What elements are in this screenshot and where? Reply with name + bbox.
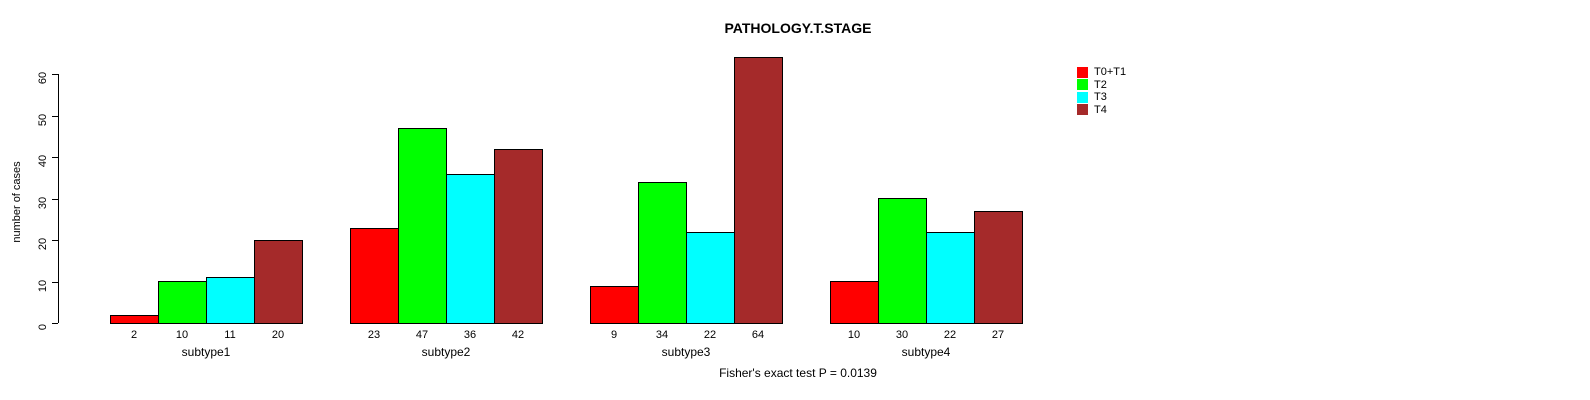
bar-value-label: 10	[847, 329, 861, 341]
category-label-subtype1: subtype1	[181, 345, 231, 359]
legend-swatch	[1077, 91, 1088, 103]
bar-subtype1-T4	[254, 240, 303, 324]
legend: T0+T1 T2 T3 T4	[1077, 66, 1126, 116]
legend-label: T4	[1094, 103, 1107, 116]
y-axis-tick	[52, 74, 58, 75]
bar-value-label: 36	[463, 329, 477, 341]
bar-value-label: 30	[895, 329, 909, 341]
bar-subtype2-T2	[398, 128, 447, 324]
legend-item-T0+T1: T0+T1	[1077, 66, 1126, 79]
bar-subtype3-T0+T1	[590, 286, 639, 324]
bar-value-label: 47	[415, 329, 429, 341]
bar-subtype2-T0+T1	[350, 228, 399, 324]
y-axis-line	[58, 74, 59, 323]
category-label-subtype2: subtype2	[421, 345, 471, 359]
bar-subtype1-T0+T1	[110, 315, 159, 324]
bar-subtype4-T2	[878, 198, 927, 324]
y-axis-tick	[52, 323, 58, 324]
bar-subtype1-T3	[206, 277, 255, 324]
legend-swatch	[1077, 104, 1088, 116]
legend-item-T4: T4	[1077, 104, 1126, 117]
chart-caption: Fisher's exact test P = 0.0139	[719, 366, 877, 380]
legend-label: T2	[1094, 78, 1107, 91]
bar-value-label: 64	[751, 329, 765, 341]
bar-value-label: 42	[511, 329, 525, 341]
chart-title: PATHOLOGY.T.STAGE	[724, 20, 872, 36]
bar-value-label: 10	[175, 329, 189, 341]
bar-value-label: 23	[367, 329, 381, 341]
category-label-subtype4: subtype4	[901, 345, 951, 359]
bar-value-label: 20	[271, 329, 285, 341]
bar-value-label: 11	[224, 329, 236, 341]
legend-swatch	[1077, 66, 1088, 78]
bar-subtype2-T3	[446, 174, 495, 324]
y-axis-tick	[52, 198, 58, 200]
bar-subtype4-T0+T1	[830, 281, 879, 324]
bar-value-label: 34	[655, 329, 669, 341]
y-axis-tick	[52, 281, 58, 283]
legend-item-T2: T2	[1077, 79, 1126, 92]
y-axis-tick	[52, 157, 58, 158]
bar-subtype3-T3	[686, 232, 735, 324]
bar-subtype1-T2	[158, 281, 207, 324]
y-axis-tick	[52, 115, 58, 117]
bar-value-label: 22	[943, 329, 957, 341]
bar-value-label: 27	[991, 329, 1005, 341]
bar-value-label: 2	[130, 329, 138, 341]
legend-label: T3	[1094, 91, 1107, 104]
legend-label: T0+T1	[1094, 66, 1127, 79]
legend-item-T3: T3	[1077, 91, 1126, 104]
bar-subtype3-T4	[734, 57, 783, 324]
bar-subtype4-T3	[926, 232, 975, 324]
bar-subtype2-T4	[494, 149, 543, 324]
y-axis-tick	[52, 240, 58, 241]
bar-subtype3-T2	[638, 182, 687, 324]
bar-value-label: 9	[610, 329, 618, 341]
bar-subtype4-T4	[974, 211, 1023, 324]
bar-value-label: 22	[703, 329, 717, 341]
category-label-subtype3: subtype3	[661, 345, 711, 359]
legend-swatch	[1077, 79, 1088, 91]
